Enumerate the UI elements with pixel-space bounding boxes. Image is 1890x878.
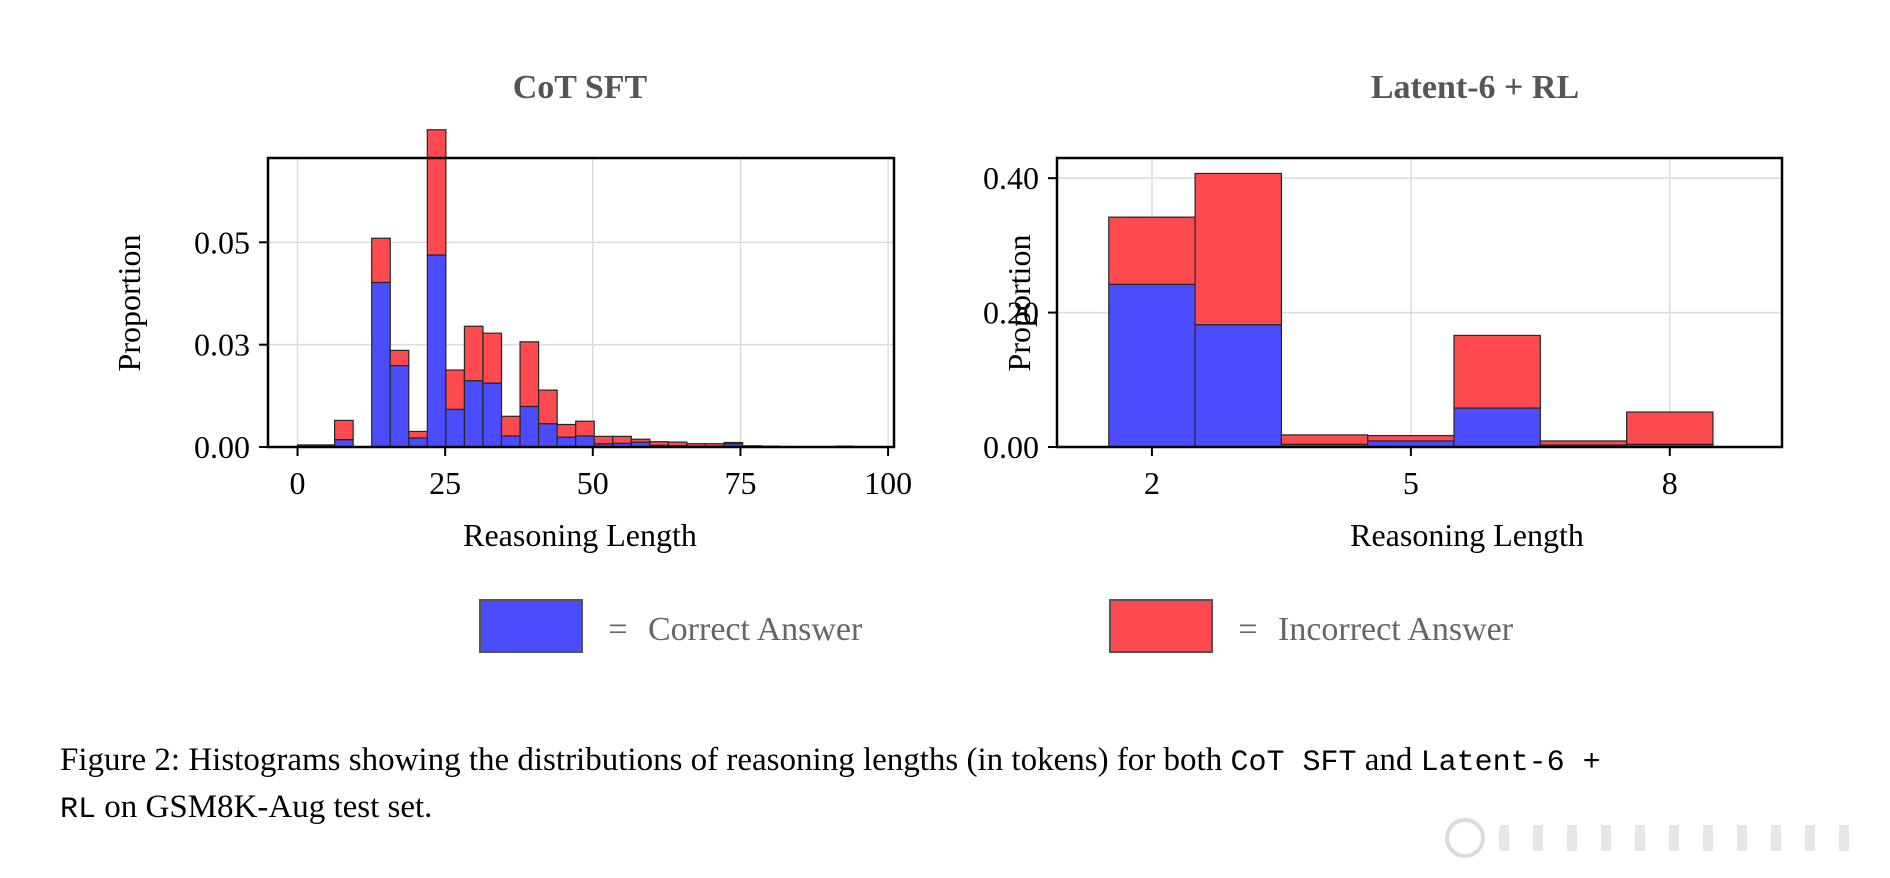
bar-correct xyxy=(519,405,540,448)
x-tick-label: 8 xyxy=(1662,465,1678,501)
chart-latent-6-rl: Latent-6 + RL 2 5 8 0.00 0.20 0.40 Proportion… xyxy=(983,69,1784,553)
bar-correct xyxy=(463,380,484,448)
bar-incorrect xyxy=(482,332,503,384)
bar-incorrect xyxy=(519,341,540,408)
bar-correct xyxy=(500,435,521,448)
bar-correct xyxy=(1194,324,1283,448)
bar-incorrect xyxy=(389,349,410,367)
bar-incorrect xyxy=(426,129,447,256)
legend-swatch-incorrect xyxy=(1109,599,1213,653)
bar-incorrect xyxy=(556,423,577,438)
plot-frame xyxy=(1055,156,1784,449)
chart-title: CoT SFT xyxy=(513,69,648,106)
x-tick-label: 75 xyxy=(724,465,756,501)
watermark xyxy=(1445,810,1865,866)
bar-incorrect xyxy=(463,325,484,382)
bar-incorrect xyxy=(445,369,466,410)
x-tick-label: 2 xyxy=(1144,465,1160,501)
bar-incorrect xyxy=(630,438,651,443)
bar-correct xyxy=(389,364,410,448)
bar-incorrect xyxy=(723,441,744,445)
plot-area: 0 25 50 75 100 0.00 0.03 0.05 xyxy=(194,129,912,501)
legend-equals-incorrect: = xyxy=(1238,611,1257,648)
bar-correct xyxy=(371,281,391,448)
y-axis-label: Proportion xyxy=(111,235,147,372)
y-tick-label: 0.05 xyxy=(194,224,250,260)
caption-suffix: on GSM8K-Aug test set. xyxy=(96,789,433,825)
bar-incorrect xyxy=(296,444,317,447)
y-axis-label: Proportion xyxy=(1001,235,1037,372)
bar-incorrect xyxy=(667,441,688,447)
bar-incorrect xyxy=(500,415,521,437)
bar-incorrect xyxy=(1626,411,1714,445)
chart-cot-sft: CoT SFT 0 25 50 75 100 0.00 0.03 0.05 Proportio… xyxy=(111,69,912,553)
x-axis-label: Reasoning Length xyxy=(463,517,697,553)
plot-area: 2 5 8 0.00 0.20 0.40 xyxy=(983,156,1784,501)
bar-incorrect xyxy=(612,435,632,444)
legend-label-incorrect: Incorrect Answer xyxy=(1278,611,1514,648)
bar-incorrect xyxy=(1539,440,1628,446)
bar-correct xyxy=(575,435,595,448)
x-axis-label: Reasoning Length xyxy=(1350,517,1584,553)
bar-correct xyxy=(445,408,466,448)
bar-incorrect xyxy=(1367,434,1455,442)
bar-incorrect xyxy=(371,237,391,284)
bar-correct xyxy=(537,423,558,448)
caption-prefix: Figure 2: Histograms showing the distrib… xyxy=(60,742,1231,778)
bar-incorrect xyxy=(1194,172,1283,326)
bar-incorrect xyxy=(593,435,614,445)
y-tick-label: 0.00 xyxy=(983,429,1039,465)
bar-incorrect xyxy=(649,441,670,446)
legend-label-correct: Correct Answer xyxy=(648,611,863,648)
watermark-text-mark xyxy=(1499,825,1865,851)
caption-name-cot-sft: CoT SFT xyxy=(1230,746,1357,780)
bar-correct xyxy=(408,437,428,448)
y-tick-label: 0.20 xyxy=(983,295,1039,331)
x-tick-label: 0 xyxy=(290,465,306,501)
bar-incorrect xyxy=(334,419,354,441)
watermark-logo-icon xyxy=(1445,818,1485,858)
legend-equals-correct: = xyxy=(608,611,627,648)
chart-title: Latent-6 + RL xyxy=(1371,69,1579,106)
legend-swatch-correct xyxy=(479,599,583,653)
x-tick-label: 5 xyxy=(1403,465,1419,501)
caption-mid: and xyxy=(1356,742,1421,778)
bar-incorrect xyxy=(537,389,558,425)
bar-incorrect xyxy=(575,420,595,437)
bar-incorrect xyxy=(1280,434,1369,445)
x-tick-label: 25 xyxy=(429,465,461,501)
bar-incorrect xyxy=(1108,216,1196,285)
figure-caption: Figure 2: Histograms showing the distrib… xyxy=(60,738,1860,832)
bar-correct xyxy=(426,254,447,448)
bar-incorrect xyxy=(408,430,428,439)
bar-correct xyxy=(1453,407,1541,448)
bar-correct xyxy=(556,436,577,448)
y-tick-label: 0.03 xyxy=(194,327,250,363)
y-tick-label: 0.40 xyxy=(983,160,1039,196)
caption-name-latent-part2: RL xyxy=(60,793,97,827)
plot-frame xyxy=(266,156,896,449)
caption-name-latent-part1: Latent-6 + xyxy=(1420,746,1601,780)
x-tick-label: 50 xyxy=(577,465,609,501)
y-tick-label: 0.00 xyxy=(194,429,250,465)
bar-correct xyxy=(482,382,503,448)
x-tick-label: 100 xyxy=(864,465,912,501)
bar-correct xyxy=(1108,283,1196,448)
bar-incorrect xyxy=(1453,334,1541,409)
legend: = Correct Answer = Incorrect Answer xyxy=(479,599,1514,653)
